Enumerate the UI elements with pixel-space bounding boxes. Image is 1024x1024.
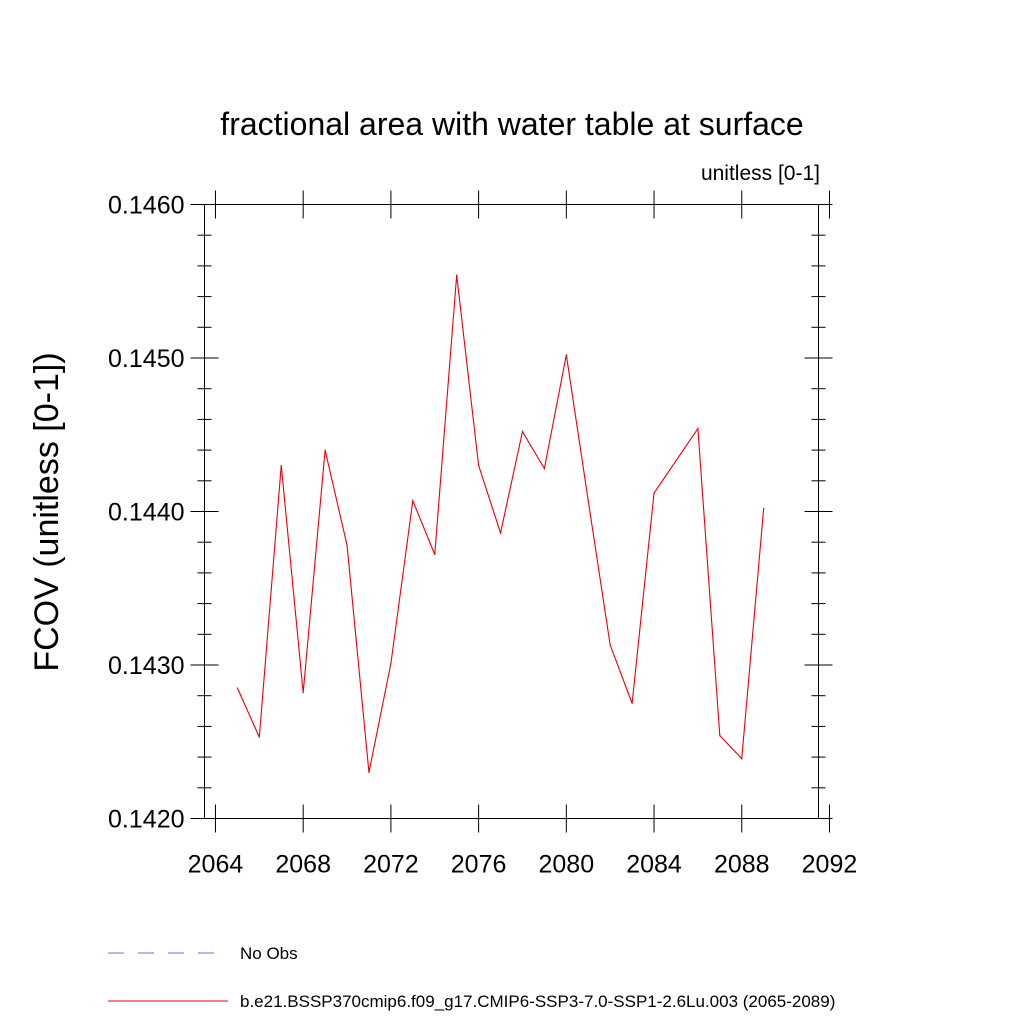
data-point xyxy=(346,544,348,546)
data-point xyxy=(456,274,458,276)
y-tick-label: 0.1430 xyxy=(108,652,184,680)
data-point xyxy=(543,467,545,470)
x-tick-label: 2080 xyxy=(539,851,595,879)
data-point xyxy=(302,692,304,694)
data-point xyxy=(653,492,655,494)
x-tick-label: 2092 xyxy=(802,851,858,879)
data-point xyxy=(565,354,567,356)
axis-ticks: 2064 2068 2072 2076 2080 2084 2088 2092 0.1420 0.… xyxy=(108,190,858,879)
series-lines xyxy=(236,274,765,774)
chart-title: fractional area with water table at surf… xyxy=(220,106,803,142)
data-point xyxy=(390,662,392,665)
data-point xyxy=(499,532,502,534)
x-tick-label: 2064 xyxy=(188,851,244,879)
x-tick-label: 2072 xyxy=(363,851,419,879)
data-point xyxy=(609,644,611,646)
data-point xyxy=(521,431,524,433)
data-point xyxy=(697,428,699,430)
data-point xyxy=(631,702,633,704)
data-point xyxy=(280,464,282,467)
chart-subtitle: unitless [0-1] xyxy=(701,162,820,185)
data-point xyxy=(236,687,238,689)
data-point xyxy=(675,460,677,462)
legend: No Obs b.e21.BSSP370cmip6.f09_g17.CMIP6-S… xyxy=(108,944,835,1011)
data-point xyxy=(434,553,436,556)
x-tick-label: 2076 xyxy=(451,851,507,879)
y-tick-label: 0.1440 xyxy=(108,499,184,527)
y-axis-label: FCOV (unitless [0-1]) xyxy=(28,352,66,671)
legend-label: b.e21.BSSP370cmip6.f09_g17.CMIP6-SSP3-7.… xyxy=(240,992,835,1011)
data-point xyxy=(478,464,480,467)
y-tick-label: 0.1460 xyxy=(108,192,184,220)
y-tick-label: 0.1450 xyxy=(108,345,184,373)
x-tick-label: 2068 xyxy=(275,851,331,879)
data-point xyxy=(412,500,414,502)
data-point xyxy=(719,735,721,737)
data-point xyxy=(368,771,370,774)
x-tick-label: 2084 xyxy=(626,851,682,879)
legend-label: No Obs xyxy=(240,944,298,963)
data-point xyxy=(324,449,326,451)
plot-frame xyxy=(204,204,819,819)
data-point xyxy=(763,507,765,510)
y-tick-label: 0.1420 xyxy=(108,806,184,834)
x-tick-label: 2088 xyxy=(714,851,770,879)
data-point xyxy=(587,500,589,502)
data-point xyxy=(258,736,260,738)
series-line xyxy=(236,275,765,773)
data-point xyxy=(741,758,743,760)
